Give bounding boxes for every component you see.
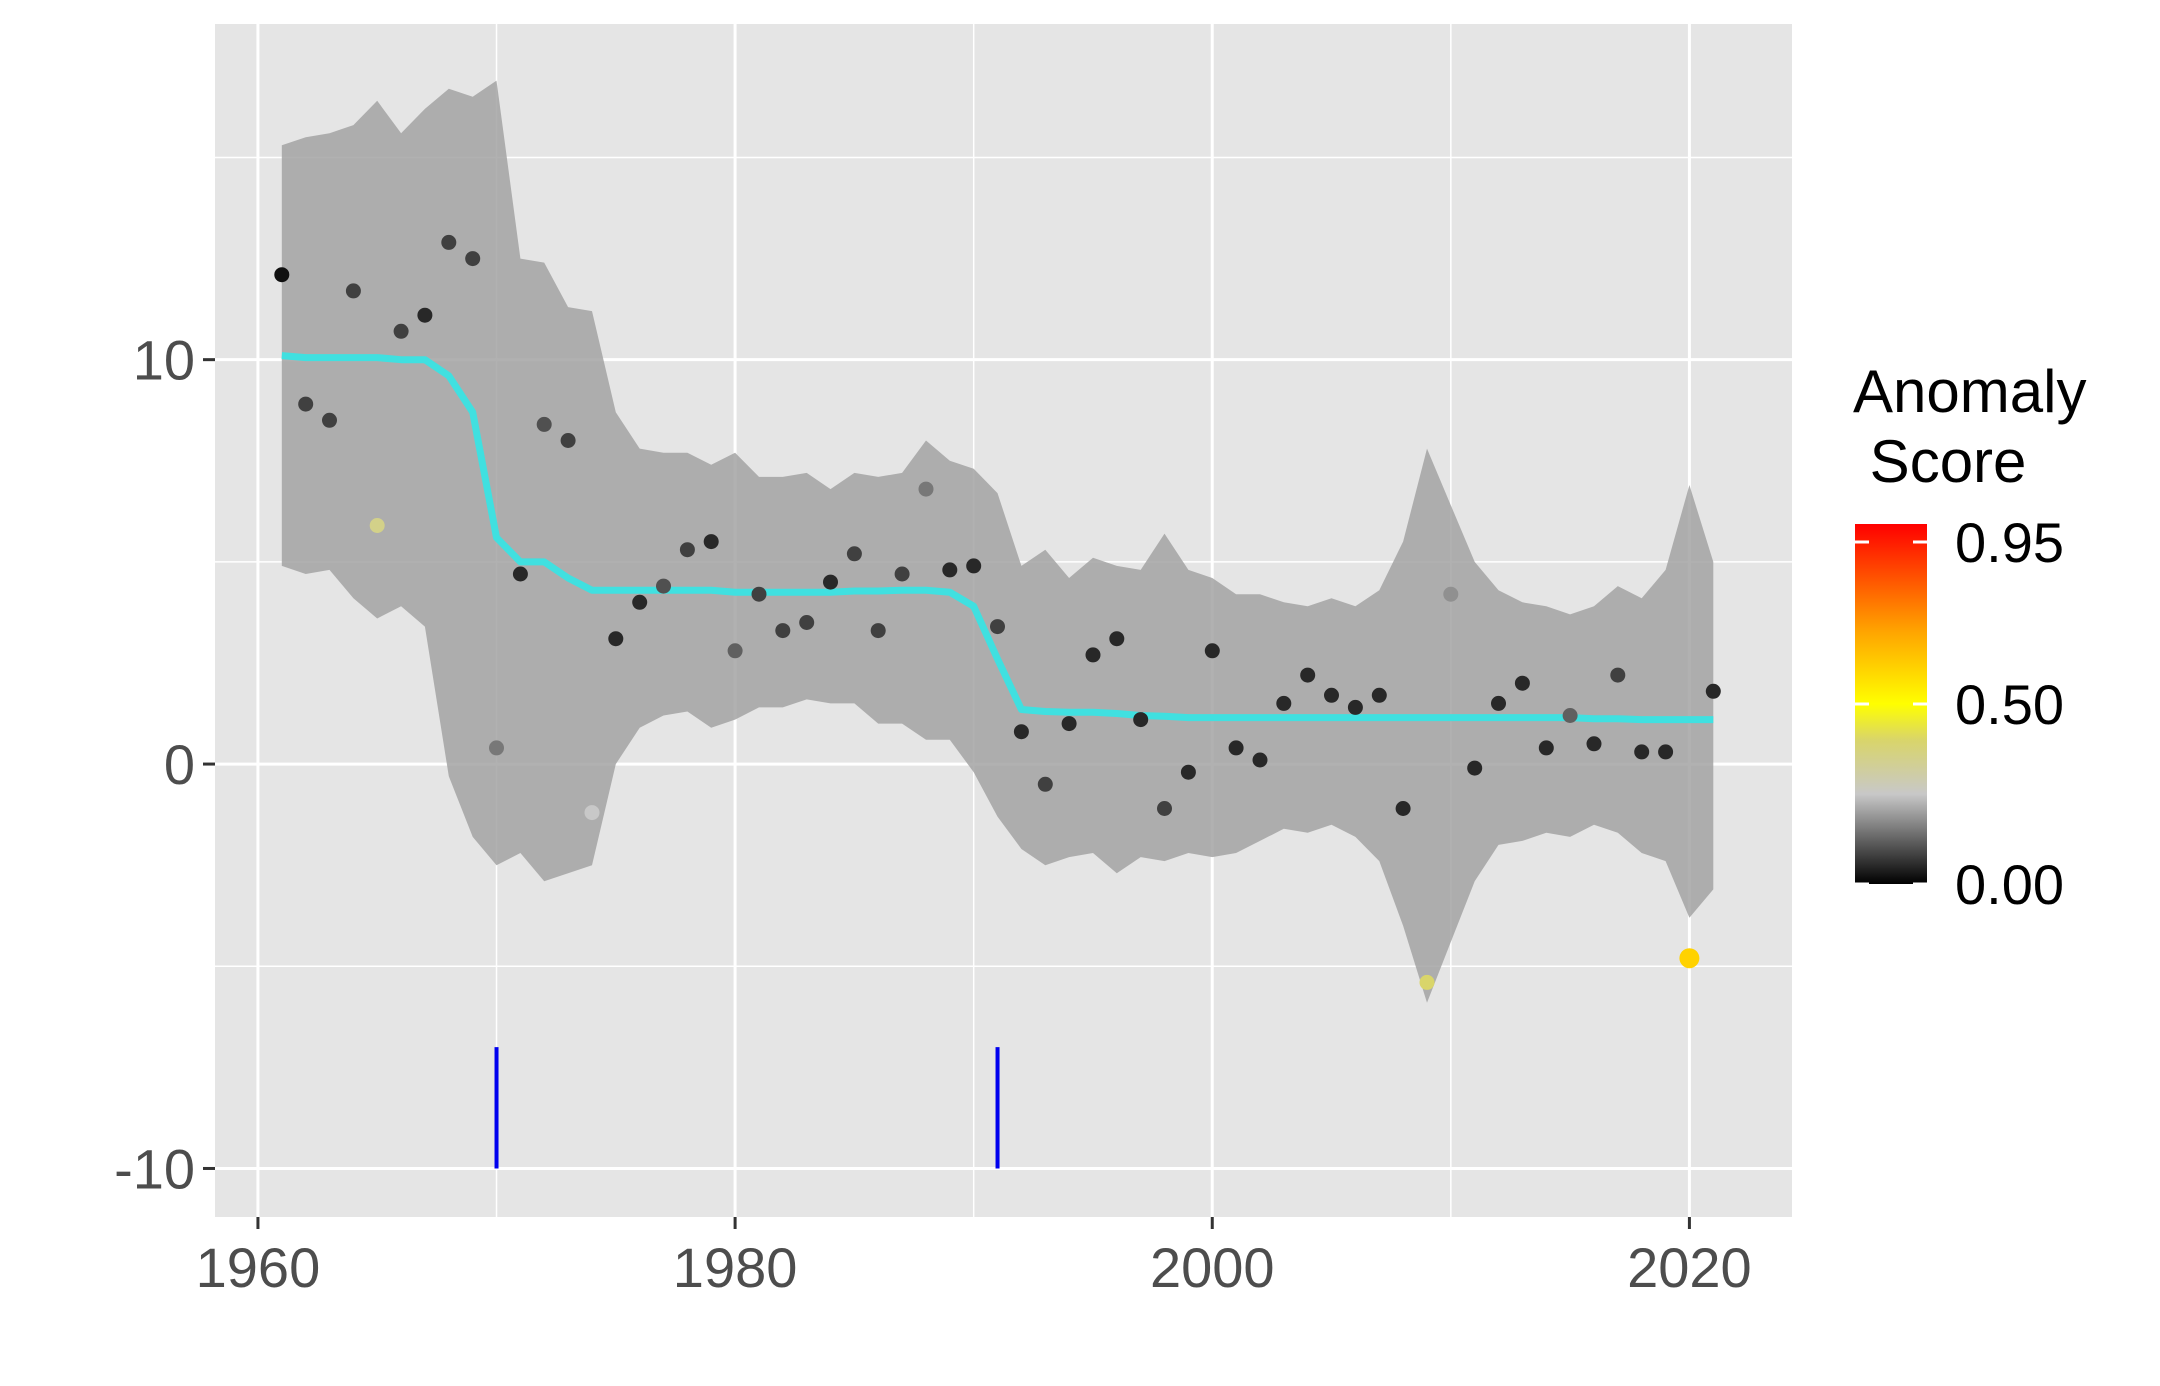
axes: 1960 1980 2000 2020 -10 0 10 [114, 329, 1752, 1299]
data-point [1013, 724, 1029, 740]
data-points [274, 234, 1721, 990]
data-point [417, 307, 433, 323]
legend-title-line2: Score [1853, 428, 2026, 495]
data-point [1037, 776, 1053, 792]
data-point [1061, 716, 1077, 732]
data-point [775, 623, 791, 639]
trend-line [281, 352, 1714, 724]
confidence-band-layer [281, 80, 1714, 1003]
data-point [393, 323, 409, 339]
x-tick-label: 2020 [1627, 1236, 1752, 1299]
changepoint-markers [494, 1047, 1000, 1169]
data-point [1705, 683, 1721, 699]
data-point [823, 574, 838, 590]
data-point [1610, 667, 1626, 683]
data-point [274, 267, 290, 283]
data-point [1586, 736, 1602, 752]
data-point [1491, 695, 1506, 711]
data-point [536, 416, 552, 432]
data-point [1300, 667, 1316, 683]
data-point [1180, 764, 1196, 780]
data-point [1467, 760, 1483, 776]
data-point [799, 615, 815, 630]
legend-break-label: 0.95 [1955, 511, 2064, 574]
trend-line-layer [281, 352, 1714, 724]
data-point [560, 433, 576, 448]
data-point [512, 566, 528, 582]
legend-title-line1: Anomaly [1853, 358, 2086, 425]
data-point [1419, 974, 1435, 990]
data-point [1347, 699, 1363, 715]
data-point [465, 251, 481, 267]
data-point [345, 283, 361, 299]
x-tick-label: 2000 [1150, 1236, 1275, 1299]
data-point [1371, 687, 1387, 703]
data-point [679, 542, 695, 558]
data-point [1443, 586, 1459, 602]
data-point [1109, 631, 1125, 647]
data-point [870, 623, 886, 639]
legend-break-label: 0.00 [1955, 853, 2064, 916]
data-point [656, 578, 671, 594]
data-point [1157, 801, 1172, 816]
data-point [1562, 708, 1578, 723]
data-point [1324, 687, 1339, 703]
data-point [1228, 740, 1244, 756]
data-point [608, 631, 624, 647]
data-point [703, 534, 719, 550]
x-tick-label: 1960 [196, 1236, 321, 1299]
data-point [990, 619, 1005, 635]
confidence-band [281, 80, 1714, 1003]
legend-ticks: 0.95 0.50 0.00 [1855, 511, 2064, 916]
data-point [489, 740, 504, 756]
legend-break-label: 0.50 [1955, 673, 2064, 736]
data-point [1514, 675, 1530, 691]
data-point [1395, 801, 1411, 816]
y-tick-label: 0 [164, 733, 195, 796]
data-point [1252, 752, 1268, 768]
y-tick-label: -10 [114, 1137, 195, 1200]
data-point [1538, 740, 1554, 756]
data-point [942, 562, 958, 578]
data-point [1679, 948, 1700, 969]
data-point [441, 234, 457, 250]
data-point [1634, 744, 1650, 760]
data-point [298, 396, 314, 412]
data-point [751, 586, 767, 602]
data-point [1204, 643, 1220, 659]
x-tick-label: 1980 [673, 1236, 798, 1299]
data-point [1133, 712, 1149, 728]
y-tick-label: 10 [133, 329, 195, 392]
data-point [1085, 647, 1101, 663]
data-point [727, 643, 743, 659]
data-point [632, 594, 648, 610]
data-point [1658, 744, 1674, 760]
data-point [1276, 695, 1292, 711]
data-point [369, 518, 385, 533]
data-point [966, 558, 982, 574]
color-legend: Anomaly Score 0.95 0.50 0.00 [1853, 358, 2086, 916]
data-point [894, 566, 910, 582]
data-point [584, 805, 600, 821]
data-point [322, 412, 337, 428]
data-point [846, 546, 862, 562]
data-point [918, 481, 934, 497]
